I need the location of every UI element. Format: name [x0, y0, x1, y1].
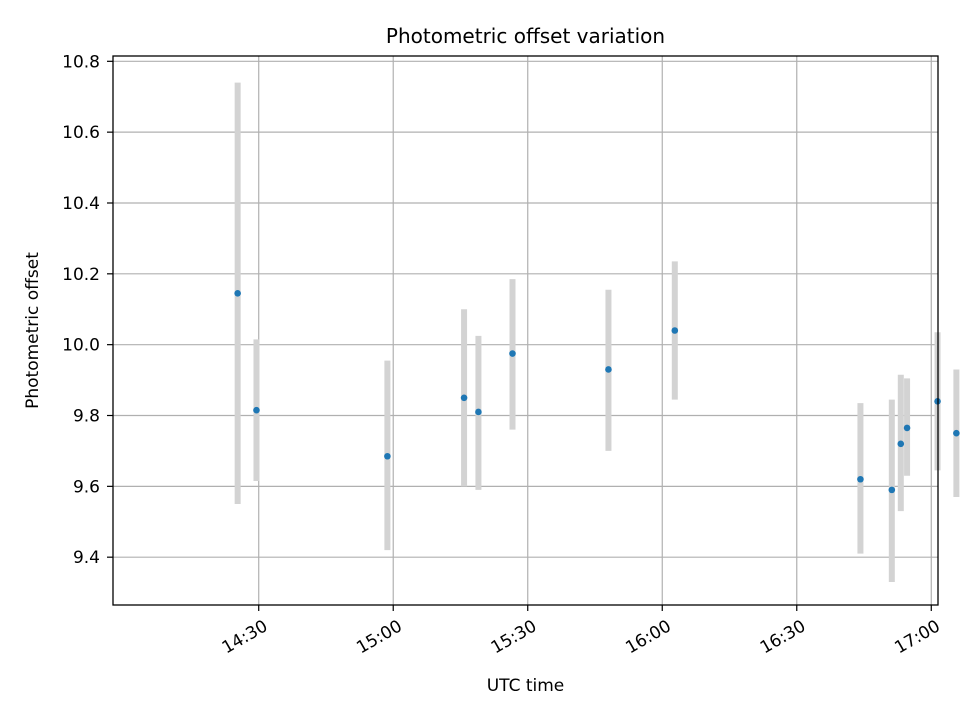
- data-point: [888, 486, 896, 494]
- y-axis-label: Photometric offset: [23, 252, 43, 409]
- data-point: [234, 290, 241, 297]
- grid: [113, 56, 938, 605]
- data-point: [605, 366, 612, 373]
- chart-title: Photometric offset variation: [386, 24, 665, 48]
- data-point: [897, 440, 905, 448]
- data-point: [460, 394, 468, 402]
- data-point: [509, 350, 516, 357]
- data-point: [903, 424, 911, 432]
- y-tick-label: 9.4: [73, 548, 100, 568]
- plot-frame: [112, 55, 939, 606]
- data-point: [475, 408, 482, 416]
- data-point: [384, 452, 391, 460]
- y-tick-label: 10.2: [62, 265, 100, 285]
- data-point: [953, 429, 960, 437]
- y-tick-label: 10.8: [62, 52, 100, 72]
- y-tick-label: 10.0: [62, 336, 100, 356]
- y-tick-label: 9.8: [73, 407, 100, 427]
- y-tick-label: 10.4: [62, 194, 100, 214]
- data-point: [253, 406, 260, 414]
- x-axis-label: UTC time: [487, 676, 565, 696]
- y-tick-label: 9.6: [73, 477, 100, 497]
- y-tick-label: 10.6: [62, 123, 100, 143]
- data-points: [234, 290, 960, 494]
- data-point: [671, 327, 679, 334]
- data-point: [857, 475, 864, 483]
